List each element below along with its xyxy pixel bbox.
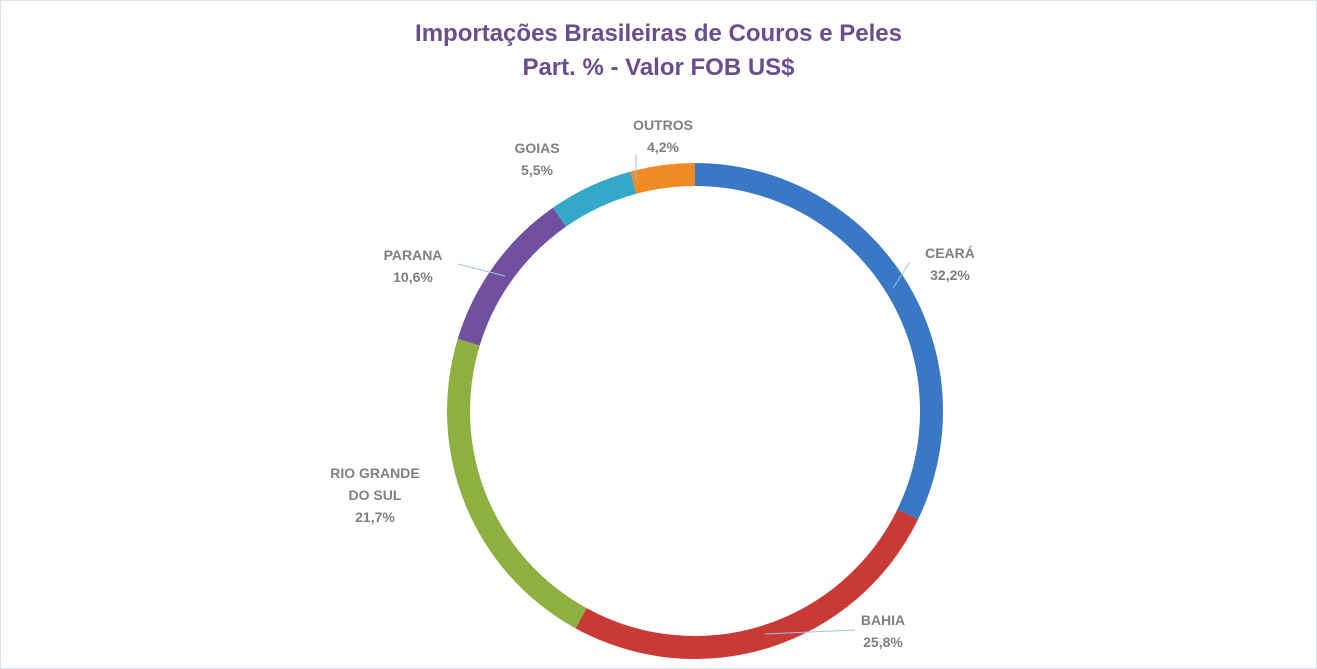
- donut-slice: [447, 338, 587, 629]
- data-label: GOIAS 5,5%: [514, 137, 559, 181]
- donut-slice: [630, 163, 695, 194]
- leader-line: [892, 261, 911, 289]
- data-label: CEARÁ 32,2%: [925, 242, 975, 286]
- label-value: 10,6%: [393, 269, 433, 285]
- donut-slice: [553, 171, 637, 227]
- label-value: 25,8%: [863, 634, 903, 650]
- label-category: PARANA: [383, 247, 443, 263]
- label-value: 21,7%: [355, 509, 395, 525]
- donut-slice: [457, 207, 567, 346]
- label-value: 5,5%: [521, 162, 553, 178]
- label-category: BAHIA: [860, 612, 906, 628]
- data-label: OUTROS 4,2%: [633, 114, 693, 158]
- leader-line: [457, 263, 506, 277]
- label-value: 32,2%: [930, 267, 970, 283]
- data-label: BAHIA 25,8%: [861, 609, 905, 653]
- label-category: GOIAS: [514, 140, 560, 156]
- chart-title: Importações Brasileiras de Couros e Pele…: [415, 20, 902, 47]
- label-category: RIO GRANDE DO SUL: [330, 465, 420, 503]
- donut-slice: [575, 509, 919, 659]
- data-label: PARANA 10,6%: [384, 244, 443, 288]
- label-value: 4,2%: [647, 139, 679, 155]
- chart-subtitle: Part. % - Valor FOB US$: [522, 54, 795, 81]
- label-category: CEARÁ: [925, 245, 975, 261]
- donut-slice: [695, 163, 943, 520]
- data-label: RIO GRANDE DO SUL 21,7%: [325, 462, 425, 528]
- leader-line: [764, 629, 856, 635]
- label-category: OUTROS: [633, 117, 693, 133]
